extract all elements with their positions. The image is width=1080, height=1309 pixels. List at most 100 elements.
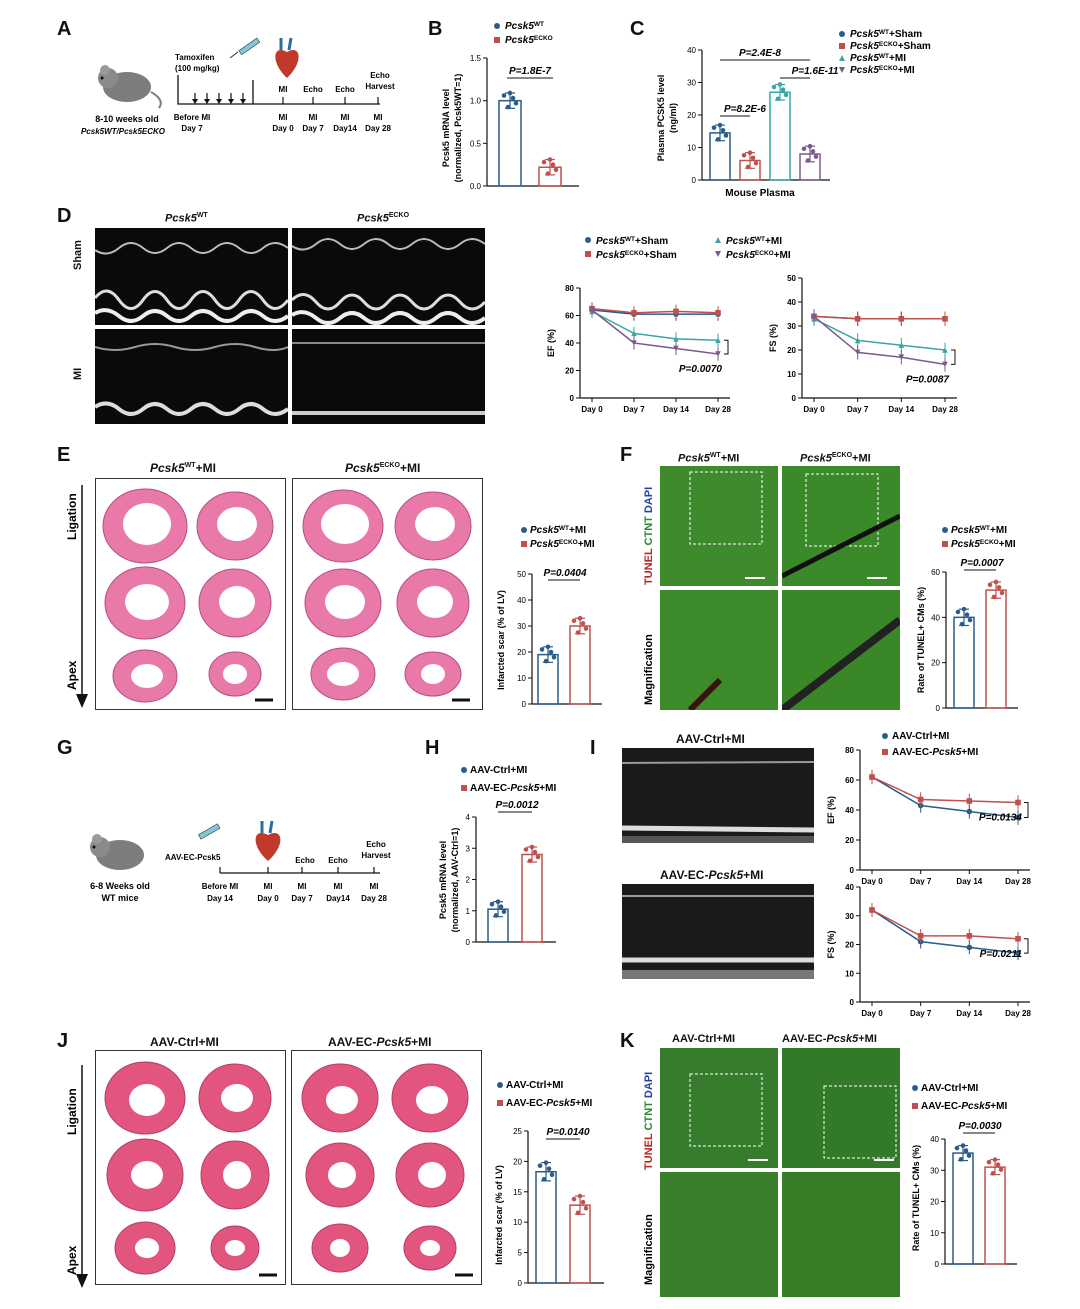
event-label: Echo [303, 85, 323, 94]
event-label: Harvest [365, 82, 395, 91]
series-line [591, 309, 718, 315]
legend-label-part: +MI [569, 525, 586, 536]
y-tick-label: 60 [565, 312, 574, 321]
series-line [591, 310, 719, 341]
p-value: P=0.0087 [906, 374, 950, 385]
series-line [813, 318, 946, 351]
legend-label-part: +MI [539, 783, 556, 794]
y-tick-label: 4 [466, 813, 471, 822]
data-point [854, 316, 861, 322]
y-tick-label: 0 [570, 394, 575, 403]
e-ligation-apex-arrow: Ligation Apex [65, 485, 88, 708]
y-axis-label: EF (%) [546, 329, 556, 357]
y-tick-label: 40 [687, 46, 696, 55]
time-bottom: Day 7 [181, 124, 203, 133]
legend-marker [839, 55, 845, 61]
y-tick-label: 20 [930, 1198, 939, 1207]
panel-c-bar-chart: Pcsk5WT+ShamPcsk5ECKO+ShamPcsk5WT+MIPcsk… [656, 29, 931, 200]
y-tick-label: 50 [787, 274, 796, 283]
ligation-label: Ligation [65, 1088, 79, 1135]
x-tick-label: Day 28 [932, 405, 958, 414]
y-tick-label: 0.0 [470, 182, 482, 191]
data-point [505, 104, 511, 110]
data-point [532, 849, 538, 855]
legend-label-part: AAV-EC- [892, 747, 932, 758]
data-point [966, 933, 973, 939]
legend-marker [461, 785, 467, 791]
data-point [551, 654, 557, 660]
data-point [1015, 950, 1021, 956]
y-tick-label: 10 [513, 1218, 522, 1227]
y-tick-label: 1 [466, 907, 471, 916]
data-point [523, 847, 529, 852]
data-point [711, 125, 717, 130]
p-value: P=1.8E-7 [509, 66, 551, 77]
y-axis-label: FS (%) [768, 324, 778, 352]
y-axis-label: (normalized, Pcsk5WT=1) [453, 74, 463, 183]
data-point [631, 330, 637, 337]
data-point [811, 313, 817, 320]
j-ligation-apex-arrow: Ligation Apex [65, 1065, 88, 1288]
legend-marker [494, 23, 500, 29]
legend-label: Pcsk5WT+MI [530, 525, 586, 537]
j-col-title-pcsk5: AAV-EC-Pcsk5+MI [328, 1035, 432, 1049]
data-point [539, 647, 545, 652]
i-echo-pcsk5 [622, 884, 814, 979]
p-value: P=0.0007 [960, 558, 1004, 569]
data-point [571, 1196, 577, 1202]
p-value: P=0.0211 [980, 949, 1023, 960]
legend-label: AAV-EC-Pcsk5+MI [892, 747, 978, 758]
panel-k-bar-chart: AAV-Ctrl+MI AAV-EC-Pcsk5+MI 0 10 20 30 40 Rate … [911, 1083, 1017, 1269]
legend-label-part: Pcsk5 [726, 236, 755, 247]
time-top: Before MI [174, 113, 210, 122]
data-point [999, 590, 1005, 596]
data-point [549, 1172, 555, 1178]
time-bottom: Day 28 [365, 124, 391, 133]
legend-label-part: Pcsk5 [546, 1098, 575, 1109]
bar [535, 1170, 557, 1284]
time-bottom: Day14 [333, 124, 357, 133]
y-tick-label: 0 [518, 1279, 523, 1288]
legend-label: Pcsk5WT+Sham [850, 29, 922, 41]
f-fluor-ecko [782, 466, 900, 586]
data-point [715, 137, 721, 142]
j-col-title-ctrl: AAV-Ctrl+MI [150, 1035, 219, 1049]
y-tick-label: 20 [931, 659, 940, 668]
legend-label-part: +MI [990, 1101, 1007, 1112]
y-tick-label: 30 [687, 79, 696, 88]
data-point [489, 901, 495, 907]
panel-letter-g: G [57, 737, 73, 759]
p-value: P=0.0404 [543, 568, 587, 579]
data-point [715, 351, 721, 357]
g-mouse-text-1: 6-8 Weeks old [90, 881, 150, 891]
echo-image-wt-mi [95, 329, 288, 424]
data-point [548, 649, 554, 655]
time-top: MI [334, 882, 343, 891]
y-tick-label: 20 [513, 1157, 522, 1166]
legend-label-sup: ECKO [625, 250, 644, 257]
data-point [986, 1159, 992, 1165]
magnification-label: Magnification [643, 1214, 655, 1285]
time-top: MI [374, 113, 383, 122]
data-point [966, 944, 973, 951]
x-tick-label: Day 7 [623, 405, 645, 414]
legend-label-part: +MI [575, 1098, 592, 1109]
time-top: MI [341, 113, 350, 122]
legend-label-part: Pcsk5 [850, 65, 879, 76]
y-tick-label: 20 [845, 941, 854, 950]
echo-image-wt-sham [95, 228, 288, 325]
y-tick-label: 0 [936, 704, 941, 713]
x-tick-label: Day 28 [1005, 1009, 1031, 1018]
data-point [543, 658, 549, 664]
panel-letter-a: A [57, 18, 72, 40]
data-point [577, 615, 583, 621]
legend-marker [585, 237, 591, 243]
e-col-title-ecko: Pcsk5ECKO+MI [345, 461, 421, 475]
y-axis-label: Pcsk5 mRNA level [438, 841, 448, 919]
event-label: Echo [328, 856, 348, 865]
panel-letter-d: D [57, 205, 72, 227]
y-tick-label: 10 [845, 969, 854, 978]
legend-marker [497, 1082, 503, 1088]
p-bracket [1024, 938, 1029, 954]
data-point [959, 621, 965, 627]
